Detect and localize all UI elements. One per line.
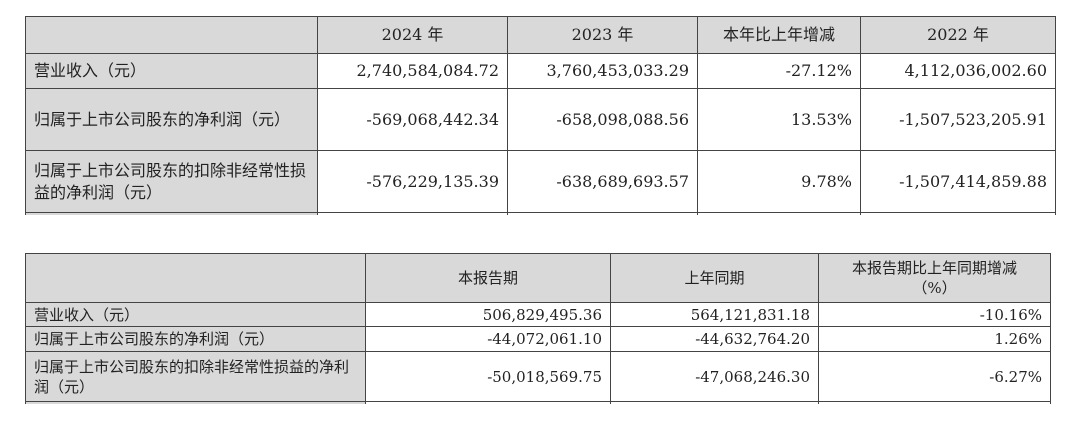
header-cell: 2023 年 [507, 16, 698, 54]
cell: 13.53% [697, 88, 861, 151]
quarterly-financial-table: 本报告期 上年同期 本报告期比上年同期增减（%） 营业收入（元） 506,829… [25, 253, 1051, 404]
header-cell [25, 16, 318, 54]
cell: 2,740,584,084.72 [317, 53, 508, 89]
cell: 506,829,495.36 [365, 302, 611, 327]
cell: -638,689,693.57 [507, 150, 698, 213]
cell: -576,229,135.39 [317, 150, 508, 213]
header-cell: 上年同期 [610, 253, 819, 303]
table-row: 归属于上市公司股东的净利润（元） -44,072,061.10 -44,632,… [25, 326, 1051, 352]
header-cell [25, 253, 366, 303]
cell: 4,112,036,002.60 [860, 53, 1056, 89]
cut-off-row [25, 401, 1051, 404]
cell: -44,632,764.20 [610, 326, 819, 352]
cell: -1,507,414,859.88 [860, 150, 1056, 213]
row-label: 归属于上市公司股东的净利润（元） [25, 88, 318, 151]
cell: 1.26% [818, 326, 1051, 352]
row-label: 营业收入（元） [25, 302, 366, 327]
cell: -10.16% [818, 302, 1051, 327]
cell: -6.27% [818, 351, 1051, 402]
header-row: 本报告期 上年同期 本报告期比上年同期增减（%） [25, 253, 1051, 303]
cell: -27.12% [697, 53, 861, 89]
cell: -44,072,061.10 [365, 326, 611, 352]
annual-financial-table: 2024 年 2023 年 本年比上年增减 2022 年 营业收入（元） 2,7… [25, 16, 1056, 215]
cell: -47,068,246.30 [610, 351, 819, 402]
row-label: 营业收入（元） [25, 53, 318, 89]
table-row: 归属于上市公司股东的净利润（元） -569,068,442.34 -658,09… [25, 88, 1056, 151]
cell: -569,068,442.34 [317, 88, 508, 151]
row-label: 归属于上市公司股东的扣除非经常性损益的净利润（元） [25, 351, 366, 402]
header-cell: 本报告期比上年同期增减（%） [818, 253, 1051, 303]
cell: 9.78% [697, 150, 861, 213]
header-cell: 本年比上年增减 [697, 16, 861, 54]
table-row: 营业收入（元） 2,740,584,084.72 3,760,453,033.2… [25, 53, 1056, 89]
table-row: 归属于上市公司股东的扣除非经常性损益的净利润（元） -576,229,135.3… [25, 150, 1056, 213]
cell: -658,098,088.56 [507, 88, 698, 151]
cell: 564,121,831.18 [610, 302, 819, 327]
table-row: 营业收入（元） 506,829,495.36 564,121,831.18 -1… [25, 302, 1051, 327]
cut-off-row [25, 212, 1056, 215]
row-label: 归属于上市公司股东的净利润（元） [25, 326, 366, 352]
row-label: 归属于上市公司股东的扣除非经常性损益的净利润（元） [25, 150, 318, 213]
header-cell: 2022 年 [860, 16, 1056, 54]
header-row: 2024 年 2023 年 本年比上年增减 2022 年 [25, 16, 1056, 54]
table-row: 归属于上市公司股东的扣除非经常性损益的净利润（元） -50,018,569.75… [25, 351, 1051, 402]
cell: -1,507,523,205.91 [860, 88, 1056, 151]
cell: -50,018,569.75 [365, 351, 611, 402]
cell: 3,760,453,033.29 [507, 53, 698, 89]
header-cell: 本报告期 [365, 253, 611, 303]
header-cell: 2024 年 [317, 16, 508, 54]
